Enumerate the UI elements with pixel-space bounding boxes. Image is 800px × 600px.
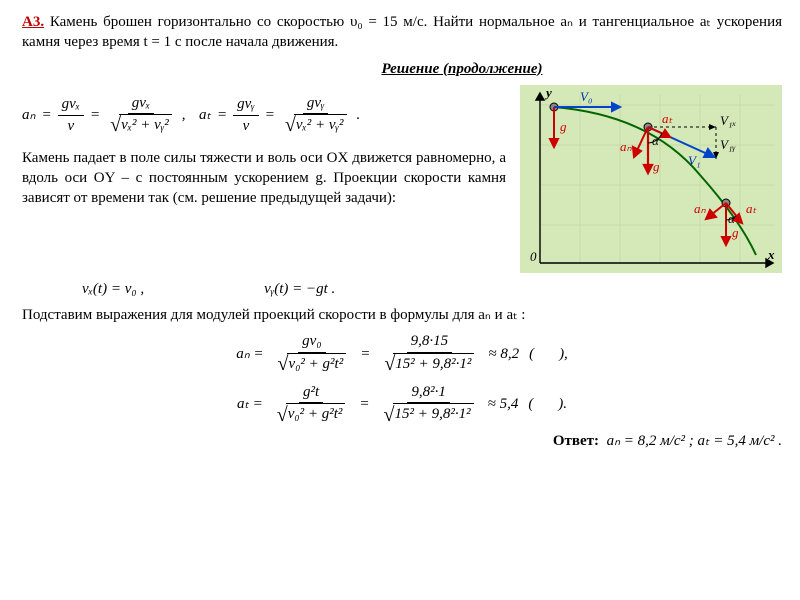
problem-label: А3. — [22, 14, 44, 30]
svg-text:aₜ: aₜ — [746, 201, 758, 216]
svg-text:g: g — [560, 119, 567, 134]
paragraph-motion-description: Камень падает в поле силы тяжести и воль… — [22, 148, 506, 209]
svg-text:0: 0 — [530, 249, 537, 264]
svg-text:aₜ: aₜ — [662, 111, 674, 126]
svg-text:V₁: V₁ — [688, 153, 700, 168]
problem-text: Камень брошен горизонтально со скоростью… — [22, 14, 782, 50]
answer-line: Ответ: aₙ = 8,2 м/с² ; aₜ = 5,4 м/с² . — [22, 431, 782, 451]
numeric-calculations: aₙ = gv₀ √v₀² + g²t² = 9,8·15 √15² + 9,8… — [22, 331, 782, 427]
svg-text:y: y — [544, 85, 552, 100]
svg-text:g: g — [732, 225, 739, 240]
svg-text:aₙ: aₙ — [620, 139, 633, 154]
svg-text:V₀: V₀ — [580, 89, 592, 104]
svg-text:α: α — [728, 211, 736, 226]
svg-text:V₁ₓ: V₁ₓ — [720, 113, 736, 128]
problem-statement: А3. Камень брошен горизонтально со скоро… — [22, 12, 782, 53]
paragraph-substitute: Подставим выражения для модулей проекций… — [22, 305, 782, 325]
vx-vy-equations: vₓ(t) = v₀ , vᵧ(t) = −gt . — [82, 279, 782, 299]
svg-text:α: α — [652, 133, 660, 148]
svg-text:V₁ᵧ: V₁ᵧ — [720, 137, 735, 152]
solution-heading: Решение (продолжение) — [142, 59, 782, 79]
trajectory-diagram: V₀ g aₜ V₁ₓ V₁ᵧ V₁ aₙ α g aₜ aₙ g α y x … — [520, 85, 782, 273]
svg-text:aₙ: aₙ — [694, 201, 707, 216]
svg-text:g: g — [653, 159, 660, 174]
svg-text:x: x — [767, 247, 775, 262]
equation-an-at-decomposition: aₙ= gvₓ v = gvₓ √vₓ² + vᵧ² , aₜ= gvᵧ v =… — [22, 93, 506, 138]
